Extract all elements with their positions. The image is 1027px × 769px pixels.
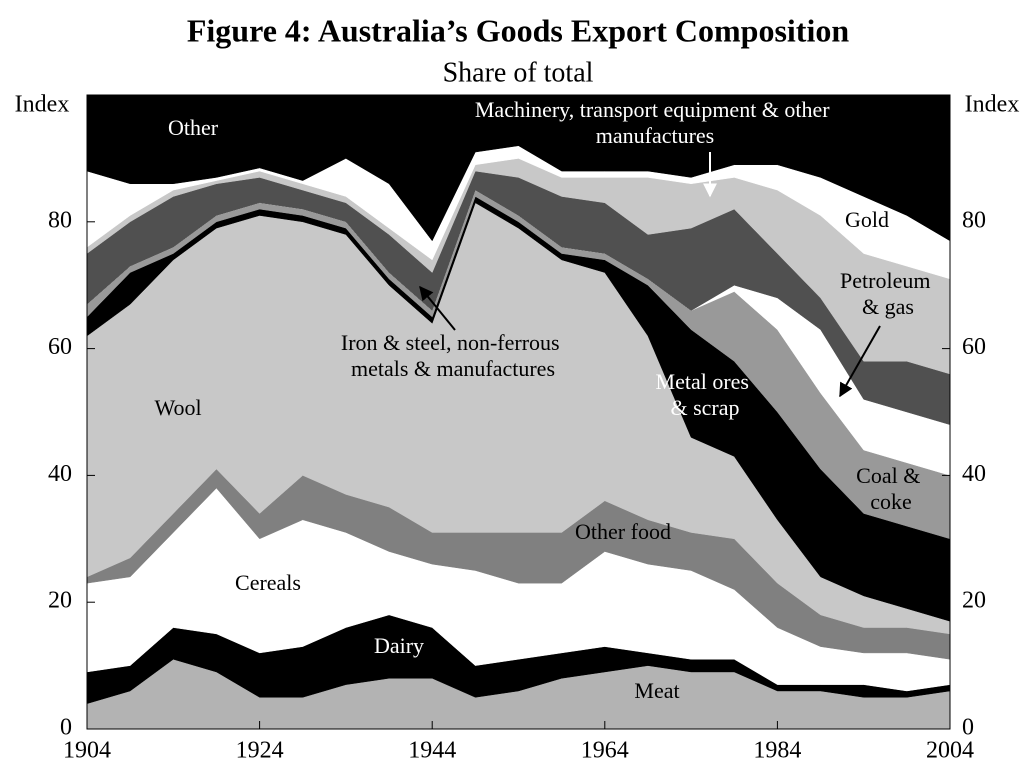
plot-frame [86,94,951,730]
y-tick-label: 20 [48,588,72,614]
y2-tick-label: 20 [962,588,986,614]
series-label: Coal & coke [856,463,926,514]
series-label: Metal ores & scrap [656,369,755,420]
chart-title: Figure 4: Australia’s Goods Export Compo… [187,12,849,48]
series-label: Iron & steel, non-ferrous metals & manuf… [341,330,565,381]
y2-tick-label: 60 [962,334,986,360]
chart-subtitle: Share of total [443,57,594,88]
series-label: Meat [634,678,679,703]
series-label: Gold [845,207,889,232]
arrow [839,325,881,398]
y2-axis-label: Index [965,92,1020,118]
series-label: Other [168,115,219,140]
x-tick-label: 1924 [236,738,284,764]
series-label: Other food [575,519,671,544]
x-tick-label: 1964 [581,738,629,764]
x-tick-label: 1944 [408,738,456,764]
y2-tick-label: 40 [962,461,986,487]
y2-tick-label: 0 [962,715,974,741]
x-tick-label: 1904 [63,738,111,764]
series-label: Machinery, transport equipment & other m… [475,97,835,148]
y-tick-label: 60 [48,334,72,360]
y2-tick-label: 80 [962,207,986,233]
y-tick-label: 40 [48,461,72,487]
y-tick-label: 0 [60,715,72,741]
x-tick-label: 2004 [926,738,974,764]
series-label: Cereals [235,570,301,595]
arrow [419,285,456,331]
y-tick-label: 80 [48,207,72,233]
series-label: Dairy [374,633,424,658]
x-tick-label: 1984 [753,738,801,764]
y-axis-label: Index [15,92,70,118]
series-label: Wool [154,395,201,420]
series-label: Petroleum & gas [840,268,936,319]
